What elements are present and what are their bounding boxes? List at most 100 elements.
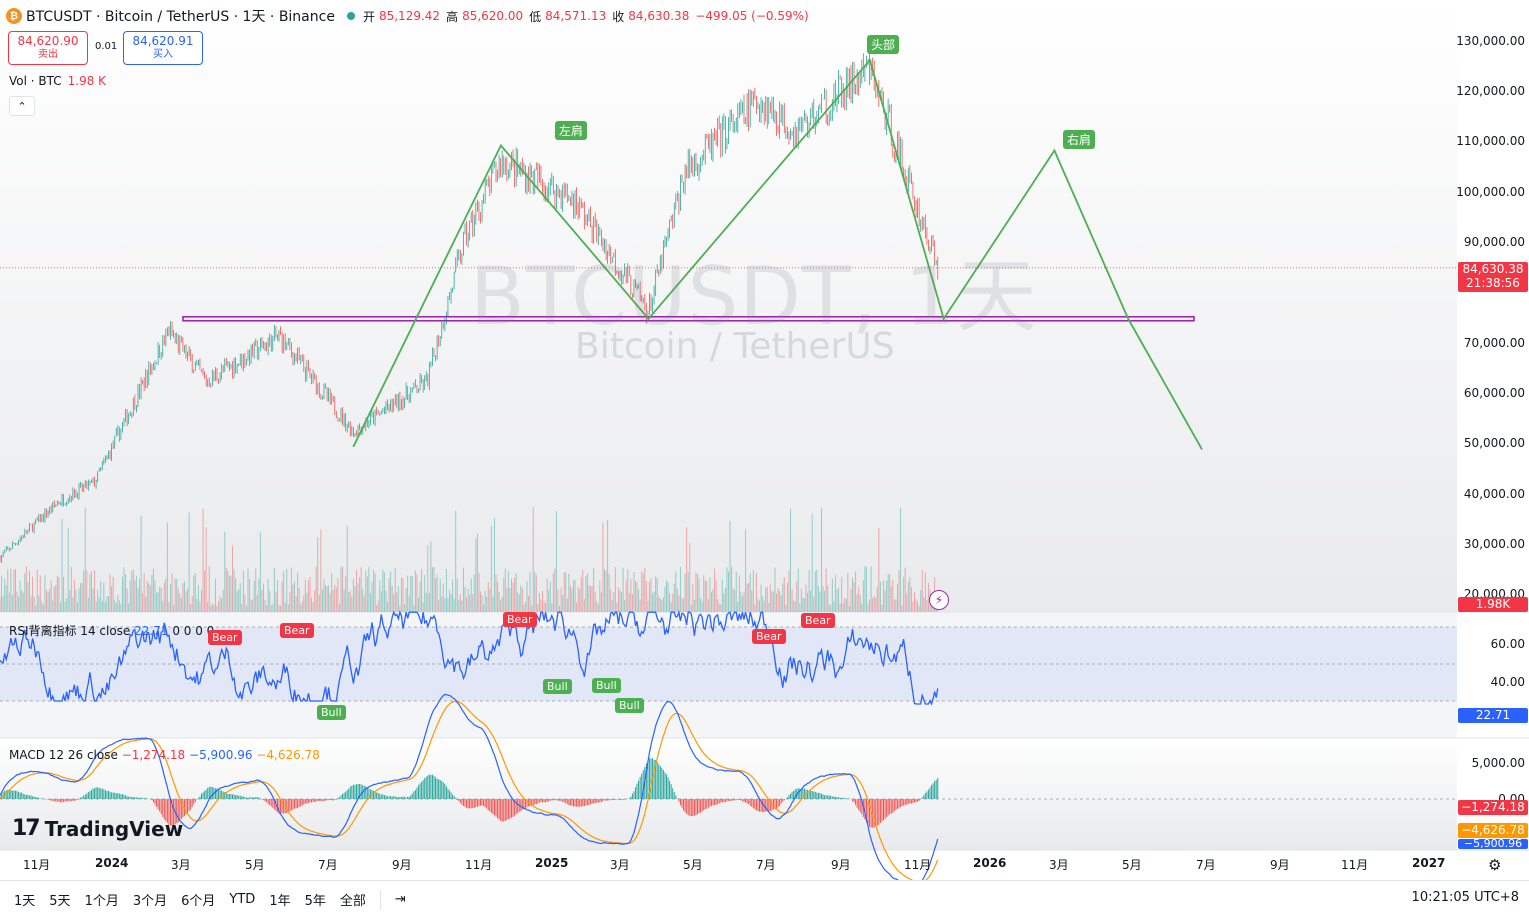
time-axis-label: 5月 xyxy=(1122,858,1142,872)
range-5d-button[interactable]: 5天 xyxy=(49,894,71,909)
price-axis-label: 30,000.00 xyxy=(1463,537,1525,551)
chevron-up-icon: ⌃ xyxy=(17,99,27,113)
range-3m-button[interactable]: 3个月 xyxy=(132,894,168,909)
close-label: 收 xyxy=(612,9,625,24)
spread-value: 0.01 xyxy=(95,41,118,52)
bitcoin-icon[interactable]: ₿ xyxy=(6,8,22,24)
price-axis-label: 90,000.00 xyxy=(1463,235,1525,249)
rsi-legend[interactable]: RSI背离指标 14 close 22.71 0 0 0 0 xyxy=(9,622,214,639)
price-axis-label: 70,000.00 xyxy=(1463,336,1525,350)
macd-legend[interactable]: MACD 12 26 close −1,274.18 −5,900.96 −4,… xyxy=(9,748,320,762)
rsi-axis-60: 60.00 xyxy=(1490,637,1525,651)
bear-divergence-badge: Bear xyxy=(801,613,835,628)
time-axis-label: 11月 xyxy=(23,858,51,872)
time-axis-label: 2026 xyxy=(973,856,1007,870)
clock[interactable]: 10:21:05 UTC+8 xyxy=(1411,890,1519,905)
rsi-value-tag: 22.71 xyxy=(1458,708,1528,723)
rsi-legend-extras: 0 0 0 0 xyxy=(172,624,215,638)
high-label: 高 xyxy=(446,9,459,24)
head-and-shoulders-pattern xyxy=(352,58,1203,450)
macd-line-tag: −5,900.96 xyxy=(1458,839,1528,849)
time-axis-label: 7月 xyxy=(756,858,776,872)
buy-price: 84,620.91 xyxy=(132,34,194,48)
price-change: −499.05 (−0.59%) xyxy=(695,9,809,23)
rsi-axis-40: 40.00 xyxy=(1490,675,1525,689)
time-axis-label: 9月 xyxy=(392,858,412,872)
low-label: 低 xyxy=(529,9,542,24)
macd-signal-tag: −4,626.78 xyxy=(1458,823,1528,838)
price-axis-label: 130,000.00 xyxy=(1456,34,1525,48)
rsi-legend-value: 22.71 xyxy=(134,624,169,638)
price-axis-label: 60,000.00 xyxy=(1463,386,1525,400)
bear-divergence-badge: Bear xyxy=(280,623,314,638)
market-status-icon[interactable] xyxy=(346,12,355,20)
macd-axis-5000: 5,000.00 xyxy=(1471,756,1525,770)
date-range-calendar-icon[interactable]: ⇥ xyxy=(394,892,406,907)
macd-line xyxy=(0,693,939,880)
price-axis-label: 50,000.00 xyxy=(1463,436,1525,450)
bar-countdown: 21:38:56 xyxy=(1466,276,1520,290)
collapse-legend-button[interactable]: ⌃ xyxy=(9,96,35,116)
time-axis-label: 3月 xyxy=(171,858,191,872)
macd-legend-title: MACD 12 26 close xyxy=(9,748,118,762)
head-label[interactable]: 头部 xyxy=(867,35,900,54)
bull-divergence-badge: Bull xyxy=(615,698,644,713)
lightning-icon[interactable]: ⚡ xyxy=(929,590,949,610)
date-range-bar: 1天 5天 1个月 3个月 6个月 YTD 1年 5年 全部 ⇥ xyxy=(0,880,1529,918)
tradingview-logo-text: TradingView xyxy=(44,816,184,841)
buy-button[interactable]: 84,620.91 买入 xyxy=(123,31,203,65)
left-shoulder-label[interactable]: 左肩 xyxy=(555,121,588,140)
range-5y-button[interactable]: 5年 xyxy=(304,894,326,909)
tradingview-logo-icon: 17 xyxy=(12,816,41,841)
buy-label: 买入 xyxy=(153,49,173,60)
time-axis-label: 11月 xyxy=(465,858,493,872)
range-1m-button[interactable]: 1个月 xyxy=(84,894,119,909)
time-axis-label: 3月 xyxy=(610,858,630,872)
time-axis-label: 5月 xyxy=(245,858,265,872)
range-1y-button[interactable]: 1年 xyxy=(269,894,291,909)
price-axis-label: 110,000.00 xyxy=(1456,134,1525,148)
symbol-watermark-description: Bitcoin / TetherUS xyxy=(575,326,895,367)
time-axis-label: 2025 xyxy=(535,856,569,870)
volume-legend[interactable]: Vol · BTC 1.98 K xyxy=(9,74,106,88)
range-all-button[interactable]: 全部 xyxy=(339,894,366,909)
chart-header: ₿ BTCUSDT · Bitcoin / TetherUS · 1天 · Bi… xyxy=(6,6,815,26)
right-shoulder-label[interactable]: 右肩 xyxy=(1063,130,1096,149)
price-chart[interactable] xyxy=(0,0,1529,880)
gear-icon[interactable]: ⚙ xyxy=(1488,856,1502,874)
price-axis-label: 100,000.00 xyxy=(1456,185,1525,199)
volume-tag: 1.98K xyxy=(1458,597,1528,612)
volume-legend-title: Vol · BTC xyxy=(9,74,62,88)
time-axis-label: 9月 xyxy=(831,858,851,872)
price-axis-label: 40,000.00 xyxy=(1463,487,1525,501)
time-axis-label: 11月 xyxy=(904,858,932,872)
symbol-watermark: BTCUSDT, 1天 xyxy=(470,250,1038,343)
time-axis-label: 7月 xyxy=(318,858,338,872)
range-6m-button[interactable]: 6个月 xyxy=(181,894,216,909)
macd-hist-tag: −1,274.18 xyxy=(1458,800,1528,815)
macd-signal-line xyxy=(0,700,939,880)
macd-signal-value: −4,626.78 xyxy=(256,748,320,762)
last-price-value: 84,630.38 xyxy=(1462,262,1524,276)
bull-divergence-badge: Bull xyxy=(592,678,621,693)
sell-price: 84,620.90 xyxy=(17,34,79,48)
time-axis-label: 3月 xyxy=(1049,858,1069,872)
symbol-title[interactable]: BTCUSDT · Bitcoin / TetherUS · 1天 · Bina… xyxy=(26,9,335,25)
tradingview-logo[interactable]: 17 TradingView xyxy=(12,816,183,841)
sell-button[interactable]: 84,620.90 卖出 xyxy=(8,31,88,65)
range-ytd-button[interactable]: YTD xyxy=(229,892,256,907)
rsi-legend-title: RSI背离指标 14 close xyxy=(9,624,131,638)
time-axis-label: 2027 xyxy=(1412,856,1446,870)
time-axis-label: 9月 xyxy=(1270,858,1290,872)
last-price-tag: 84,630.38 21:38:56 xyxy=(1458,262,1528,292)
time-axis-label: 7月 xyxy=(1196,858,1216,872)
range-divider xyxy=(379,889,381,910)
macd-line-value: −5,900.96 xyxy=(189,748,253,762)
neckline xyxy=(182,315,1195,322)
time-axis-label: 2024 xyxy=(95,856,129,870)
time-axis-label: 11月 xyxy=(1341,858,1369,872)
bear-divergence-badge: Bear xyxy=(503,612,537,627)
range-1d-button[interactable]: 1天 xyxy=(14,894,36,909)
low-value: 84,571.13 xyxy=(545,9,607,23)
